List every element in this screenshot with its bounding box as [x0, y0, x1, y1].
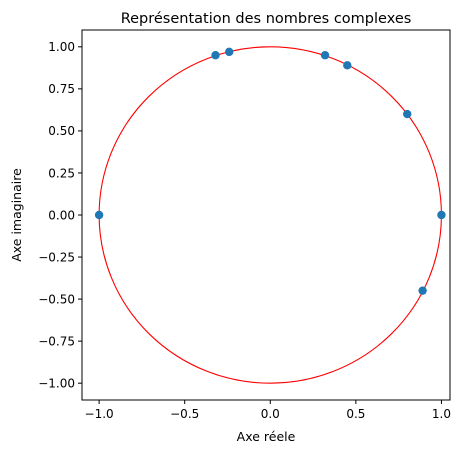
y-axis: −1.00 −0.75 −0.50 −0.25 0.00 0.25 0.50 0.75 1.00 — [38, 40, 82, 390]
y-tick-label: −1.00 — [38, 376, 75, 390]
y-axis-label: Axe imaginaire — [9, 168, 24, 262]
y-tick-label: 0.75 — [48, 82, 75, 96]
data-point — [403, 109, 412, 119]
y-tick-label: 1.00 — [48, 40, 75, 54]
plot-frame — [81, 29, 451, 401]
data-point — [418, 286, 427, 295]
x-tick-label: 0.5 — [346, 407, 365, 421]
unit-circle — [98, 46, 442, 384]
y-tick-label: −0.50 — [38, 292, 75, 306]
data-point — [437, 210, 446, 220]
data-point — [211, 51, 220, 60]
data-point — [343, 61, 352, 70]
x-tick-label: −0.5 — [170, 407, 199, 421]
x-axis-label: Axe réele — [237, 429, 296, 444]
x-tick-label: 0.0 — [261, 407, 280, 421]
plot-area — [94, 46, 446, 384]
x-tick-label: −1.0 — [85, 407, 114, 421]
chart-title: Représentation des nombres complexes — [121, 11, 412, 27]
x-axis: −1.0 −0.5 0.0 0.5 1.0 — [85, 400, 451, 421]
y-tick-label: 0.00 — [48, 208, 75, 222]
y-tick-label: 0.50 — [48, 124, 75, 138]
y-tick-label: 0.25 — [48, 166, 75, 180]
y-tick-label: −0.25 — [38, 250, 75, 264]
data-point — [94, 210, 104, 220]
data-point — [320, 51, 330, 60]
x-tick-label: 1.0 — [432, 407, 451, 421]
data-point — [225, 47, 234, 57]
y-tick-label: −0.75 — [38, 334, 75, 348]
